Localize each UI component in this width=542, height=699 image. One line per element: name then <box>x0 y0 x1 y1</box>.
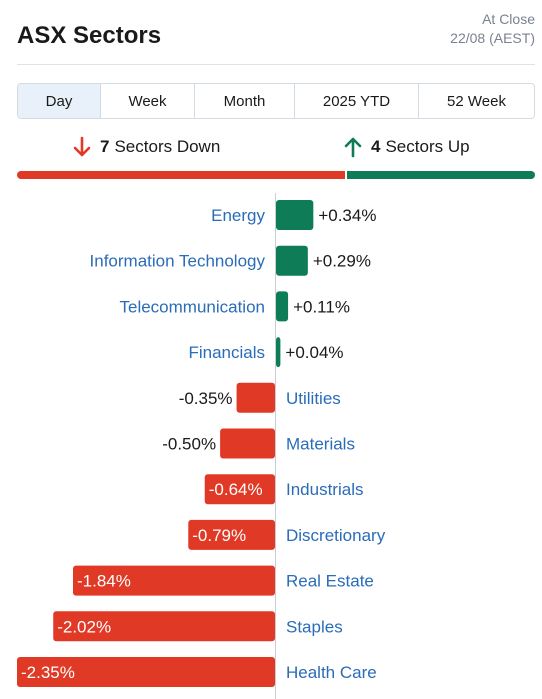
sectors-down-count: 7 <box>100 137 110 156</box>
sector-label-telecommunication[interactable]: Telecommunication <box>119 297 265 316</box>
arrow-down-icon <box>73 136 91 157</box>
sectors-down-bar <box>17 171 345 179</box>
bar-discretionary <box>188 519 275 550</box>
sector-label-materials[interactable]: Materials <box>286 435 355 454</box>
bar-utilities <box>236 382 275 413</box>
sectors-down-text: Sectors Down <box>114 137 221 156</box>
value-label-telecommunication: +0.11% <box>293 297 350 316</box>
sector-label-financials[interactable]: Financials <box>188 343 265 362</box>
value-label-health-care: -2.35% <box>21 663 75 682</box>
header: ASX Sectors At Close 22/08 (AEST) <box>17 8 535 65</box>
tab-52-week[interactable]: 52 Week <box>447 92 506 110</box>
bar-health-care <box>17 657 275 687</box>
zero-axis <box>275 193 276 699</box>
tab-day[interactable]: Day <box>18 84 101 118</box>
bar-staples <box>53 611 276 642</box>
value-label-information-technology: +0.29% <box>313 252 371 271</box>
value-label-discretionary: -0.79% <box>192 526 246 545</box>
period-tabs: Day Week Month 2025 YTD 52 Week <box>17 83 535 119</box>
sector-label-health-care[interactable]: Health Care <box>286 663 377 682</box>
value-label-utilities: -0.35% <box>179 389 233 408</box>
sectors-up-summary: 4 Sectors Up <box>343 136 470 158</box>
value-label-real-estate: -1.84% <box>77 572 131 591</box>
bar-information-technology <box>276 245 308 276</box>
value-label-industrials: -0.64% <box>209 480 263 499</box>
sector-label-energy[interactable]: Energy <box>211 206 265 225</box>
value-label-materials: -0.50% <box>162 435 216 454</box>
sector-label-information-technology[interactable]: Information Technology <box>90 252 266 271</box>
bar-materials <box>220 428 275 459</box>
sector-label-utilities[interactable]: Utilities <box>286 389 341 408</box>
market-status: At Close <box>482 11 535 27</box>
value-label-financials: +0.04% <box>285 343 343 362</box>
sectors-up-bar <box>347 171 535 179</box>
sector-label-real-estate[interactable]: Real Estate <box>286 572 374 591</box>
close-info: At Close 22/08 (AEST) <box>450 10 535 48</box>
sector-label-industrials[interactable]: Industrials <box>286 480 363 499</box>
sector-label-discretionary[interactable]: Discretionary <box>286 526 386 545</box>
market-date: 22/08 (AEST) <box>450 30 535 46</box>
bar-telecommunication <box>276 291 289 322</box>
sectors-down-summary: 7 Sectors Down <box>72 136 220 158</box>
sectors-up-text: Sectors Up <box>385 137 470 156</box>
bar-energy <box>276 200 314 230</box>
tab-month[interactable]: Month <box>195 84 295 118</box>
value-label-staples: -2.02% <box>57 617 111 636</box>
bar-financials <box>276 337 281 368</box>
bar-industrials <box>204 474 275 505</box>
bar-real-estate <box>72 565 275 596</box>
sectors-up-count: 4 <box>371 137 381 156</box>
tab-2025-ytd[interactable]: 2025 YTD <box>295 84 419 118</box>
page-title: ASX Sectors <box>17 22 162 49</box>
tab-week[interactable]: Week <box>101 84 195 118</box>
value-label-energy: +0.34% <box>318 206 376 225</box>
sector-label-staples[interactable]: Staples <box>286 617 343 636</box>
arrow-up-icon <box>344 137 362 158</box>
